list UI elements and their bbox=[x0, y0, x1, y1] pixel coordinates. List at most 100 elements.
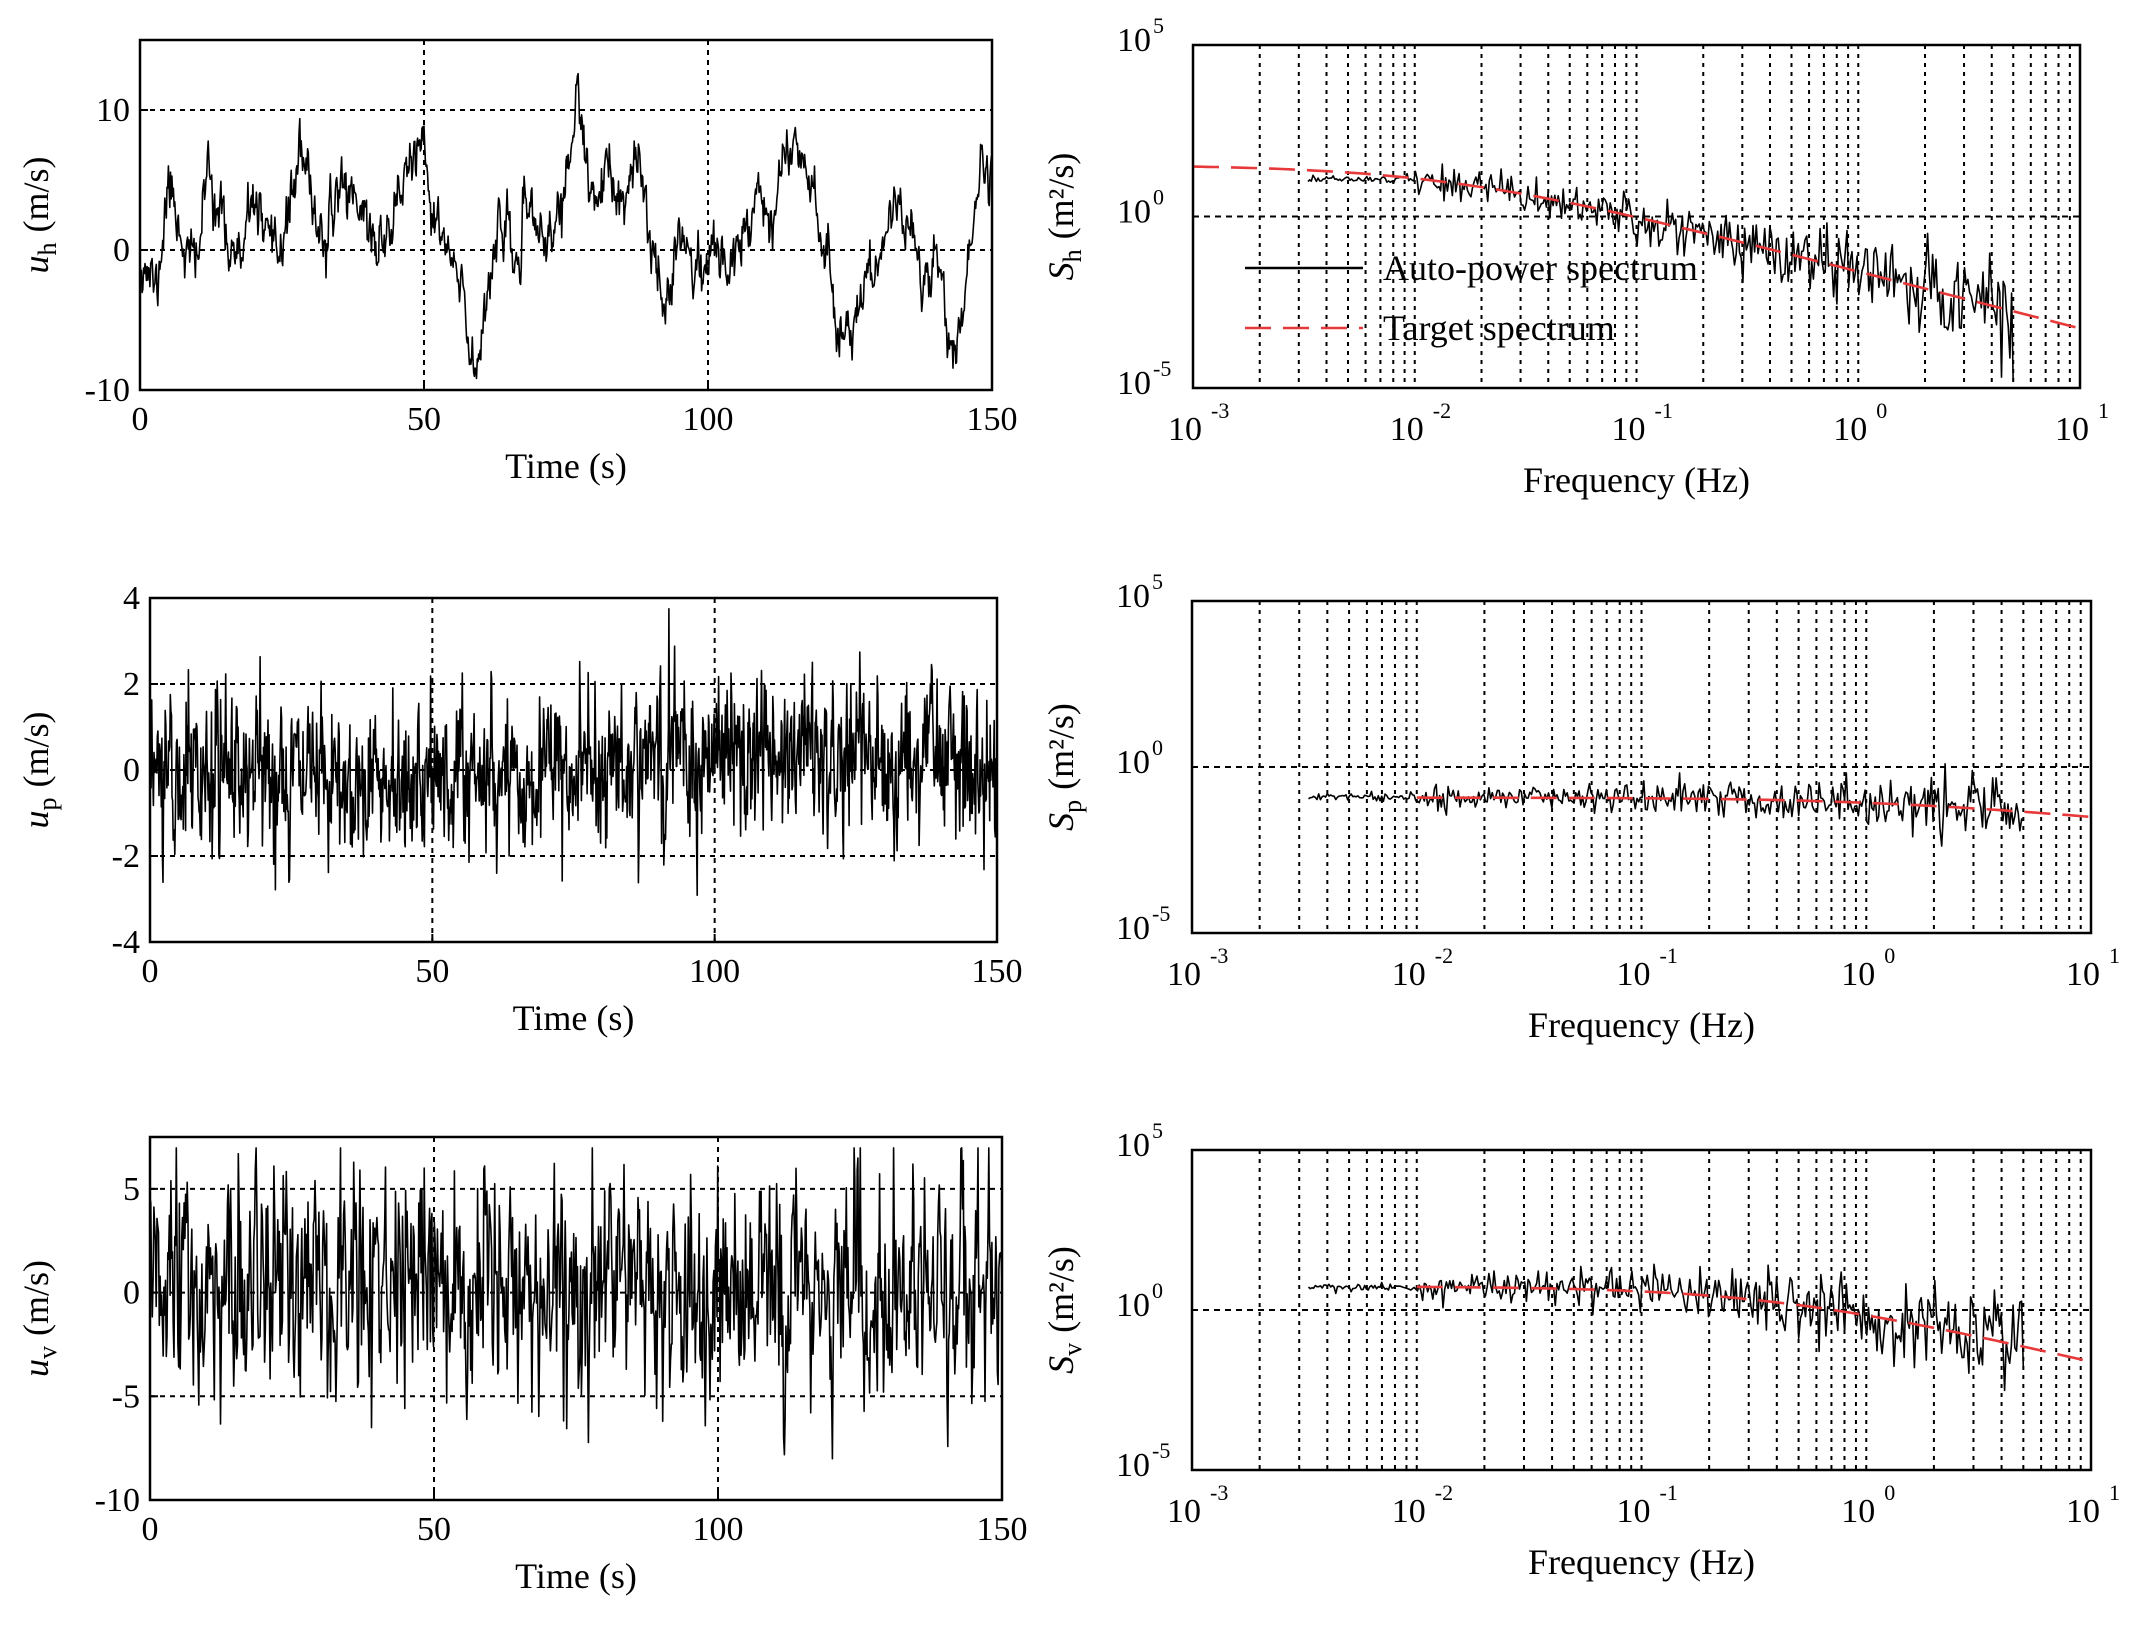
y-axis-label-subscript: p bbox=[33, 798, 62, 811]
x-tick-exponent: -1 bbox=[1655, 398, 1673, 423]
x-tick-exponent: -1 bbox=[1660, 943, 1678, 968]
y-axis-label-symbol: u bbox=[16, 811, 56, 829]
plot-frame bbox=[138, 38, 994, 392]
x-tick-label: 10 bbox=[1833, 411, 1867, 448]
chart-tw: 0 50 100 150 -10 -5 0 5 Time (s) uv (m/s) bbox=[16, 1135, 1028, 1596]
x-tick-label: 10 bbox=[1167, 1493, 1201, 1530]
x-tick-label: 100 bbox=[683, 401, 734, 438]
y-tick-label: -2 bbox=[112, 838, 140, 875]
x-tick-label: 100 bbox=[689, 953, 740, 990]
y-axis-label-subscript: h bbox=[1058, 249, 1087, 262]
y-axis-label: Sp (m²/s) bbox=[1041, 703, 1087, 831]
y-tick-exponent: 0 bbox=[1152, 1278, 1163, 1303]
x-tick-label: 10 bbox=[1612, 411, 1646, 448]
y-tick-label: 10 bbox=[1117, 194, 1151, 231]
y-tick-exponent: 0 bbox=[1152, 735, 1163, 760]
y-tick-label: -4 bbox=[112, 924, 140, 961]
y-tick-exponent: 0 bbox=[1153, 185, 1164, 210]
x-tick-label: 50 bbox=[407, 401, 441, 438]
y-axis-label-unit: (m²/s) bbox=[1041, 703, 1081, 790]
series-line-u_p bbox=[149, 607, 998, 897]
series-line-auto-power-spectrum bbox=[1307, 1263, 2025, 1392]
x-tick-label: 150 bbox=[977, 1511, 1028, 1548]
x-tick-label: 10 bbox=[2066, 1493, 2100, 1530]
x-tick-label: 150 bbox=[972, 953, 1023, 990]
y-axis-label-unit: (m/s) bbox=[16, 712, 56, 788]
x-tick-label: 0 bbox=[132, 401, 149, 438]
y-tick-label: 10 bbox=[1116, 1287, 1150, 1324]
y-axis-label-symbol: S bbox=[1041, 262, 1081, 280]
x-tick-exponent: 1 bbox=[2109, 1480, 2120, 1505]
x-axis-label: Time (s) bbox=[513, 998, 635, 1038]
y-axis-label: Sv (m²/s) bbox=[1041, 1246, 1087, 1374]
y-axis-label-symbol: S bbox=[1041, 813, 1081, 831]
y-axis-label-unit: (m/s) bbox=[16, 1260, 56, 1336]
chart-tp: 0 50 100 150 -4 -2 0 2 4 Time (s) up (m/s) bbox=[16, 580, 1023, 1038]
x-tick-label: 10 bbox=[1392, 956, 1426, 993]
y-tick-label: 10 bbox=[1117, 365, 1151, 402]
y-tick-label: -5 bbox=[112, 1378, 140, 1415]
y-tick-exponent: -5 bbox=[1152, 901, 1170, 926]
y-axis-label-unit: (m/s) bbox=[16, 157, 56, 233]
x-tick-exponent: 0 bbox=[1876, 398, 1887, 423]
x-axis-label: Frequency (Hz) bbox=[1528, 1542, 1755, 1582]
x-tick-label: 10 bbox=[1841, 1493, 1875, 1530]
x-tick-label: 10 bbox=[1617, 956, 1651, 993]
x-tick-label: 50 bbox=[417, 1511, 451, 1548]
x-tick-label: 10 bbox=[2055, 411, 2089, 448]
y-tick-label: 10 bbox=[1116, 1127, 1150, 1164]
x-tick-exponent: -3 bbox=[1210, 1480, 1228, 1505]
y-tick-label: 10 bbox=[96, 92, 130, 129]
legend-label-auto-power: Auto-power spectrum bbox=[1383, 248, 1698, 288]
x-tick-label: 10 bbox=[2066, 956, 2100, 993]
y-axis-label: Sh (m²/s) bbox=[1041, 153, 1087, 281]
y-axis-label-symbol: S bbox=[1041, 1356, 1081, 1374]
y-tick-label: 0 bbox=[113, 232, 130, 269]
x-axis-label: Time (s) bbox=[515, 1556, 637, 1596]
y-tick-exponent: -5 bbox=[1153, 356, 1171, 381]
x-tick-label: 10 bbox=[1168, 411, 1202, 448]
plot-frame bbox=[1190, 1148, 2093, 1472]
x-axis-label: Time (s) bbox=[505, 446, 627, 486]
y-axis-label: uv (m/s) bbox=[16, 1260, 62, 1377]
y-tick-label: -10 bbox=[85, 372, 130, 409]
series-line-auto-power-spectrum bbox=[1308, 762, 2024, 847]
plot-frame bbox=[148, 1135, 1004, 1502]
y-tick-label: 10 bbox=[1116, 744, 1150, 781]
x-tick-exponent: -3 bbox=[1211, 398, 1229, 423]
x-tick-exponent: -2 bbox=[1433, 398, 1451, 423]
y-axis-label-unit: (m²/s) bbox=[1041, 153, 1081, 240]
x-tick-exponent: 0 bbox=[1884, 943, 1895, 968]
y-tick-label: -10 bbox=[95, 1482, 140, 1519]
y-tick-label: 2 bbox=[123, 666, 140, 703]
x-tick-label: 10 bbox=[1392, 1493, 1426, 1530]
y-tick-exponent: 5 bbox=[1152, 1118, 1163, 1143]
y-axis-label-unit: (m²/s) bbox=[1041, 1246, 1081, 1333]
x-tick-exponent: 0 bbox=[1884, 1480, 1895, 1505]
y-tick-exponent: 5 bbox=[1152, 569, 1163, 594]
y-tick-label: 4 bbox=[123, 580, 140, 617]
x-tick-exponent: 1 bbox=[2098, 398, 2109, 423]
x-axis-label: Frequency (Hz) bbox=[1528, 1005, 1755, 1045]
y-tick-label: 10 bbox=[1116, 910, 1150, 947]
y-axis-label-subscript: p bbox=[1058, 800, 1087, 813]
x-tick-label: 10 bbox=[1841, 956, 1875, 993]
x-tick-exponent: -1 bbox=[1660, 1480, 1678, 1505]
x-tick-exponent: -2 bbox=[1435, 943, 1453, 968]
y-tick-label: 5 bbox=[123, 1171, 140, 1208]
y-axis-label-subscript: h bbox=[33, 243, 62, 256]
x-axis-label: Frequency (Hz) bbox=[1523, 460, 1750, 500]
series-line-auto-power-spectrum bbox=[1307, 163, 2014, 383]
y-tick-label: 0 bbox=[123, 1275, 140, 1312]
y-axis-label-symbol: u bbox=[16, 1359, 56, 1377]
series-line-u_v bbox=[149, 1147, 1003, 1460]
x-tick-exponent: -3 bbox=[1210, 943, 1228, 968]
y-tick-label: 10 bbox=[1117, 22, 1151, 59]
y-axis-label: uh (m/s) bbox=[16, 157, 62, 274]
x-tick-exponent: 1 bbox=[2109, 943, 2120, 968]
